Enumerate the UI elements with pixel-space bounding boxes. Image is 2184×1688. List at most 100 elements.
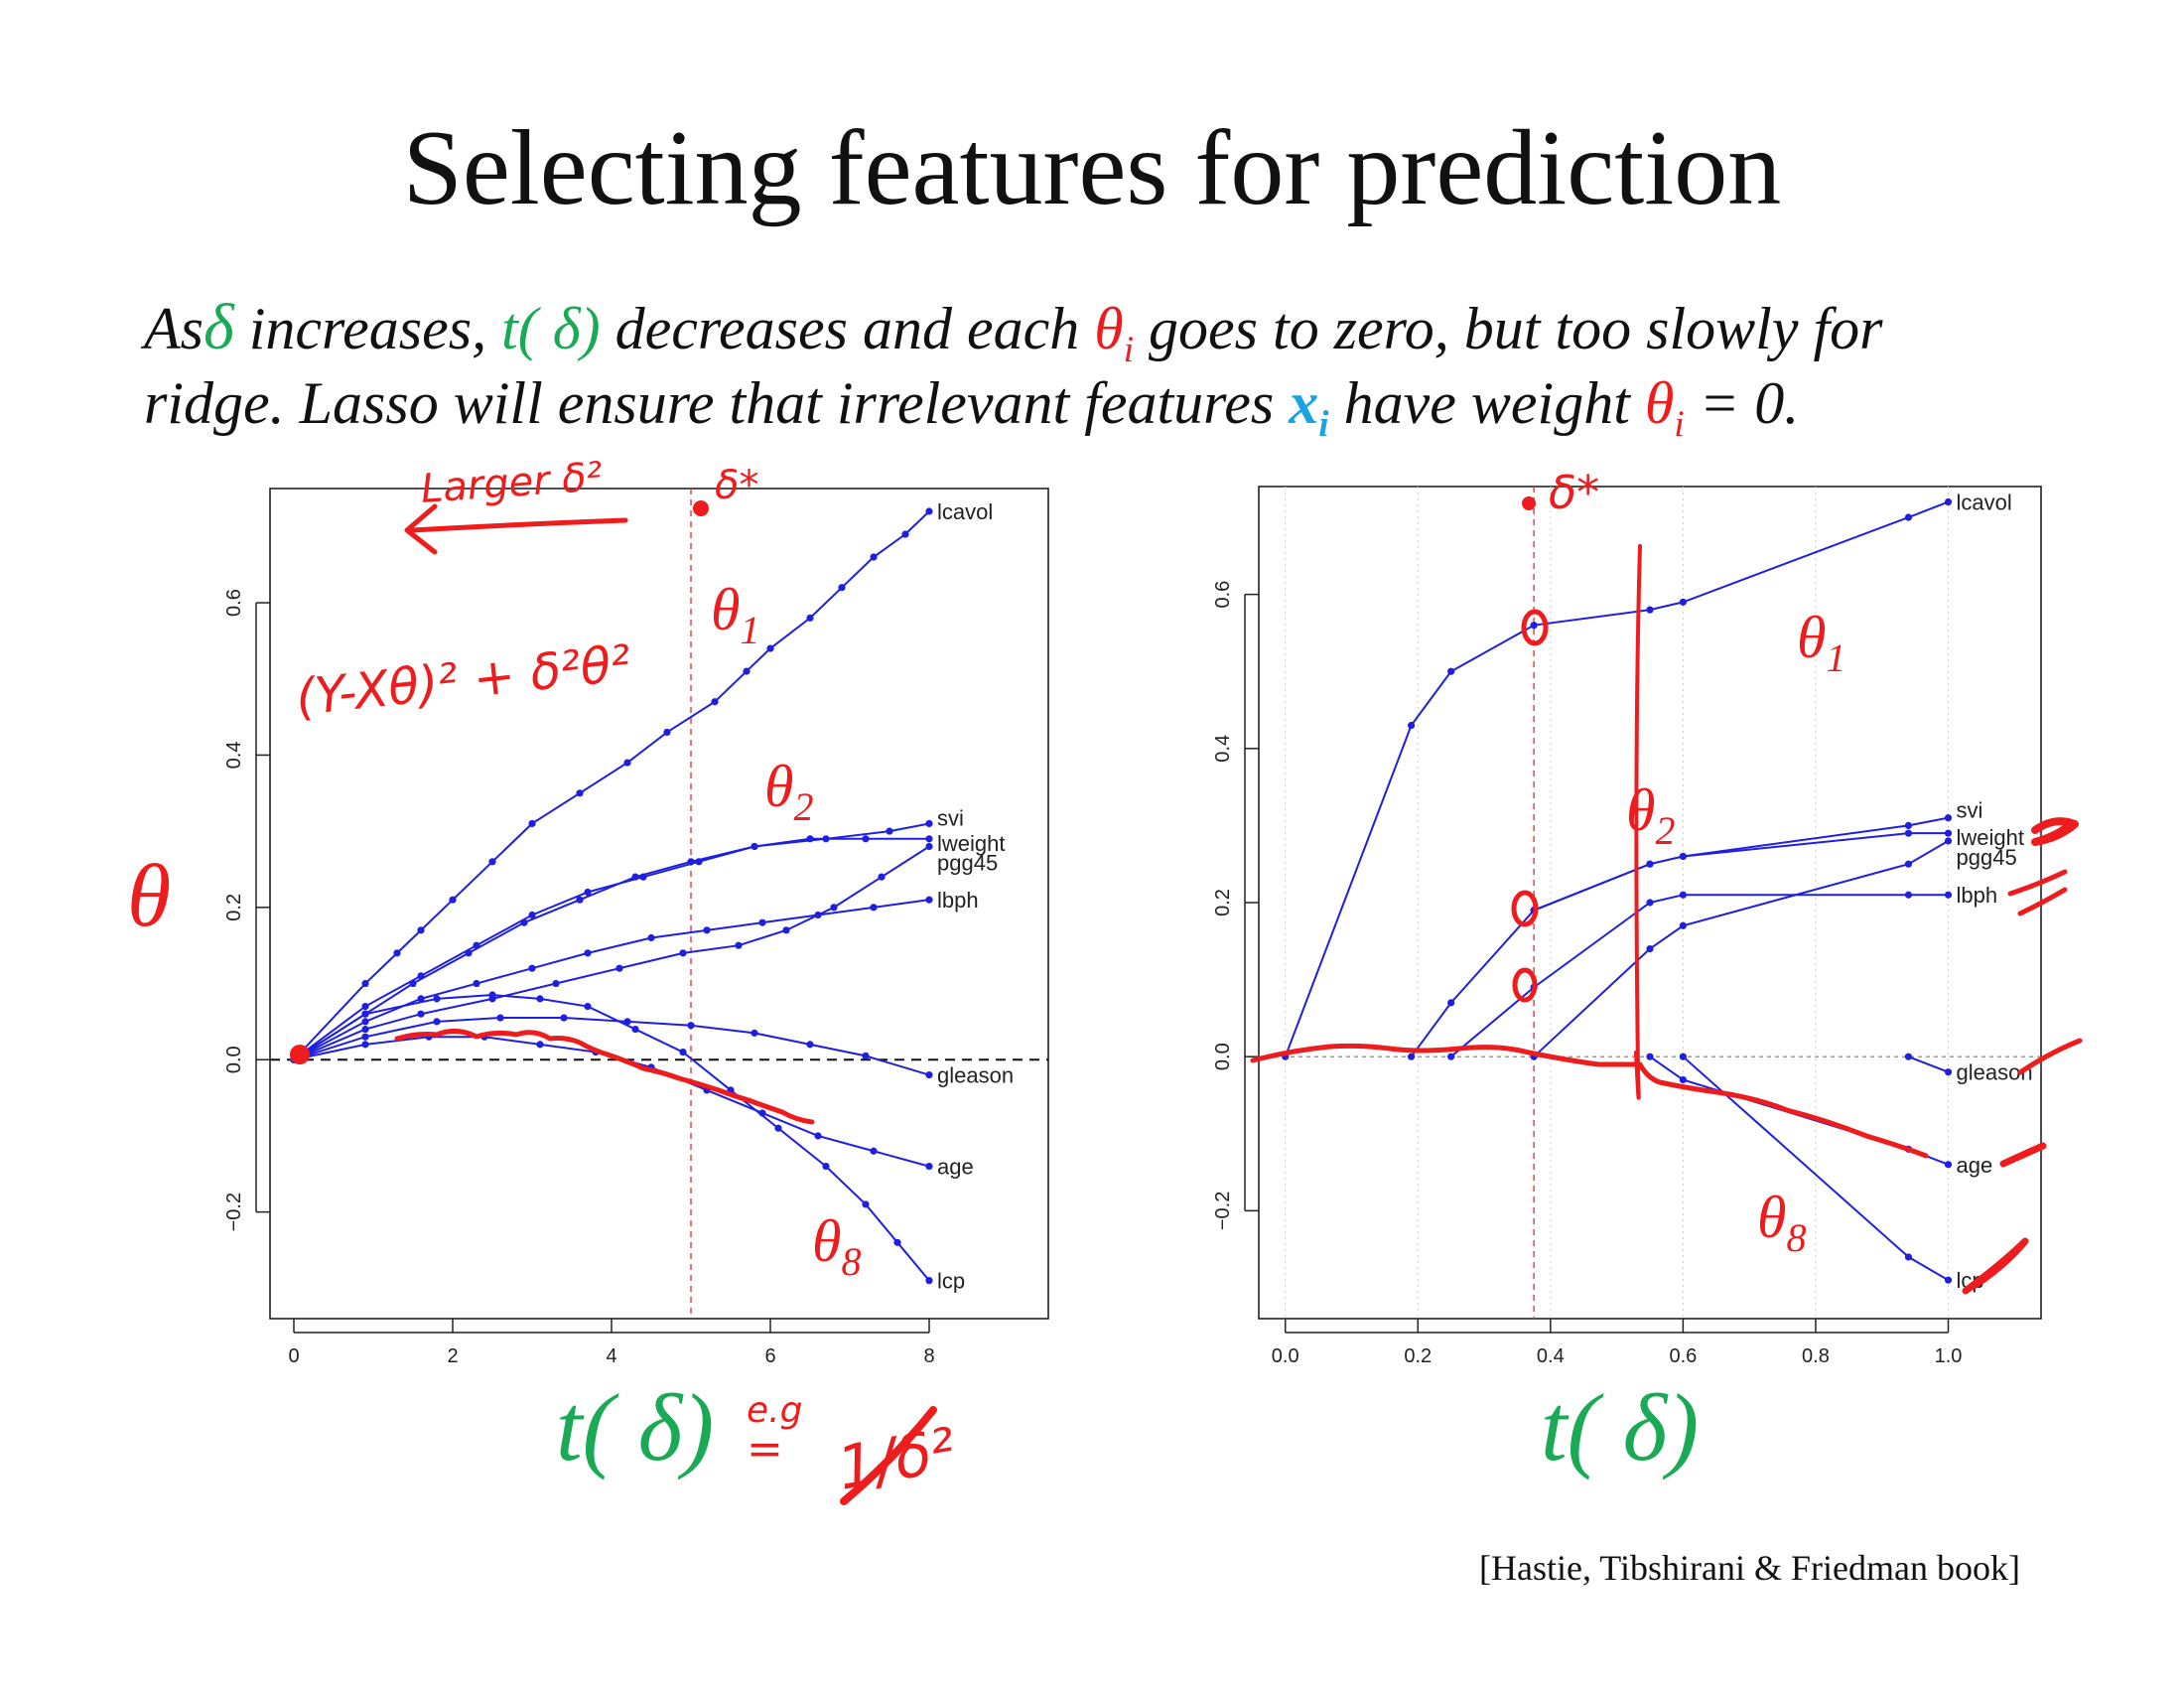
point-lbph: [1447, 1053, 1455, 1060]
point-lcavol: [1944, 497, 1953, 506]
point-lbph: [417, 995, 425, 1003]
citation: [Hastie, Tibshirani & Friedman book]: [1479, 1548, 2020, 1588]
point-lcavol: [528, 819, 536, 828]
point-lcavol: [1646, 606, 1654, 614]
x-tick-label: 0.6: [1669, 1345, 1697, 1367]
theta-2-left: θ2: [764, 754, 813, 829]
ink-delta-star-right: δ*: [1549, 466, 1599, 519]
x-tick-label: 8: [923, 1345, 934, 1367]
point-gleason: [361, 1033, 369, 1041]
point-lcavol: [838, 584, 846, 592]
x-tick-label: 0.4: [1537, 1345, 1565, 1367]
theta-1-left: θ1: [711, 577, 759, 652]
point-svi: [576, 896, 584, 904]
point-pgg45: [830, 904, 838, 912]
lasso-coefficient-plot: 0.0 0.2 0.4 0.6 0.8 1.0 −0.2 0.0 0.2 0.4 0.6 lcavol…: [1212, 486, 2042, 1367]
ink-eg: e.g: [747, 1390, 802, 1431]
point-lbph: [584, 949, 592, 957]
point-gleason: [433, 1018, 441, 1026]
point-lcp: [584, 1002, 592, 1011]
point-pgg45: [1944, 837, 1953, 845]
series-line-pgg45: [293, 845, 930, 1061]
point-lbph: [925, 896, 933, 904]
point-lbph: [473, 979, 480, 988]
series-label-lcavol: lcavol: [1957, 491, 2012, 515]
point-lcavol: [623, 759, 631, 767]
point-gleason: [623, 1018, 631, 1026]
point-gleason: [496, 1014, 504, 1022]
point-lweight: [1904, 829, 1913, 837]
point-lbph: [1679, 891, 1687, 899]
ink-dot-right: [1522, 496, 1536, 510]
point-pgg45: [417, 1010, 425, 1018]
point-lcavol: [1530, 622, 1538, 630]
point-svi: [886, 827, 893, 835]
point-lcavol: [1447, 667, 1455, 675]
ink-delta-star-left: δ*: [715, 463, 758, 508]
series-label-pgg45: pgg45: [937, 850, 998, 875]
series-line-gleason: [293, 1017, 930, 1076]
point-lweight: [1447, 999, 1455, 1007]
ink-ridge-formula: (Y-Xθ)² + δ²θ²: [293, 634, 633, 727]
point-lweight: [528, 911, 536, 919]
point-lcavol: [901, 530, 909, 538]
point-pgg45: [878, 873, 886, 881]
point-lcp: [893, 1238, 901, 1246]
point-lweight: [695, 858, 703, 866]
x-tick-label: 2: [447, 1345, 458, 1367]
point-lcavol: [925, 507, 933, 515]
theta-2-right: θ2: [1626, 777, 1675, 853]
subtitle-rest: goes to zero, but too slowly for: [1134, 296, 1883, 361]
theta-subscript-2: i: [1674, 404, 1685, 445]
point-pgg45: [1904, 860, 1913, 868]
point-lbph: [1904, 891, 1913, 899]
theta-axis-label: θ: [127, 847, 171, 945]
t-delta-term: t( δ): [501, 296, 601, 361]
point-gleason: [560, 1014, 568, 1022]
point-lcavol: [743, 667, 751, 675]
point-lweight: [639, 873, 647, 881]
ink-circle-1: [1521, 609, 1549, 646]
y-tick-label: 0.4: [1212, 735, 1234, 763]
point-gleason: [925, 1070, 933, 1079]
point-lcp: [1679, 1053, 1687, 1060]
point-gleason: [687, 1022, 695, 1030]
series-line-svi: [293, 822, 930, 1061]
point-lcavol: [393, 949, 401, 957]
point-age: [925, 1163, 933, 1171]
point-lweight: [1407, 1053, 1416, 1060]
point-pgg45: [1679, 921, 1687, 929]
point-lcavol: [870, 553, 878, 561]
point-age: [1944, 1161, 1953, 1169]
ink-scribble-5: [1962, 1237, 2029, 1295]
y-tick-label: 0.6: [223, 589, 245, 617]
y-tick-label: 0.6: [1212, 581, 1234, 609]
subtitle-equals-zero: = 0.: [1684, 370, 1800, 436]
ink-trace-left: [394, 1029, 815, 1125]
subtitle-line-1: Asδ increases, t( δ) decreases and each …: [144, 290, 2110, 371]
point-pgg45: [552, 979, 560, 988]
point-lcavol: [806, 614, 814, 622]
ink-scribble-4: [1999, 1142, 2047, 1168]
point-lbph: [1646, 899, 1654, 907]
series-line-svi: [1533, 816, 1949, 912]
point-lcp: [536, 995, 544, 1003]
ink-dot-origin: [290, 1045, 310, 1064]
point-lcavol: [488, 858, 496, 866]
y-tick-label: −0.2: [223, 1193, 245, 1231]
point-lbph: [1944, 891, 1953, 899]
point-gleason: [862, 1052, 870, 1059]
x-subscript: i: [1318, 404, 1329, 445]
t-delta-label-left: t( δ): [556, 1374, 714, 1480]
point-lcavol: [449, 896, 457, 904]
theta-symbol-2: θ: [1644, 370, 1675, 436]
point-svi: [925, 819, 933, 828]
series-label-age: age: [937, 1155, 974, 1180]
y-tick-label: 0.0: [1212, 1043, 1234, 1070]
point-lcavol: [711, 698, 719, 706]
point-gleason: [751, 1029, 758, 1037]
point-age: [1646, 1053, 1654, 1060]
point-lcavol: [576, 789, 584, 797]
y-tick-label: 0.4: [223, 742, 245, 770]
point-pgg45: [1646, 944, 1654, 953]
